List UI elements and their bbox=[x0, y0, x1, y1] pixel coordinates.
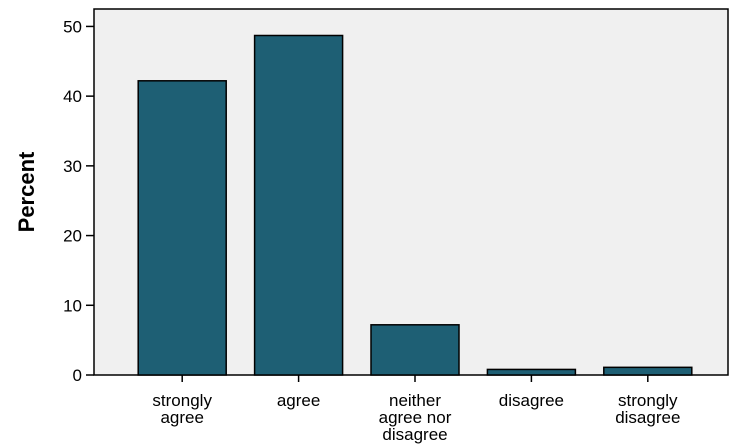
y-tick-label: 30 bbox=[63, 157, 82, 176]
y-tick-label: 0 bbox=[73, 366, 82, 385]
x-category-label: agree bbox=[277, 391, 320, 410]
bar bbox=[603, 366, 693, 376]
bar bbox=[137, 80, 227, 376]
y-axis-label: Percent bbox=[14, 151, 39, 232]
x-category-label: neither agree nor disagree bbox=[379, 391, 452, 444]
y-tick-label: 10 bbox=[63, 296, 82, 315]
y-tick-label: 20 bbox=[63, 227, 82, 246]
y-tick-label: 50 bbox=[63, 17, 82, 36]
x-category-label: strongly disagree bbox=[615, 391, 680, 427]
y-tick-label: 40 bbox=[63, 87, 82, 106]
bar bbox=[370, 324, 460, 376]
x-category-label: disagree bbox=[499, 391, 564, 410]
bar bbox=[253, 34, 344, 376]
x-category-label: strongly agree bbox=[152, 391, 212, 427]
bar bbox=[486, 368, 577, 376]
